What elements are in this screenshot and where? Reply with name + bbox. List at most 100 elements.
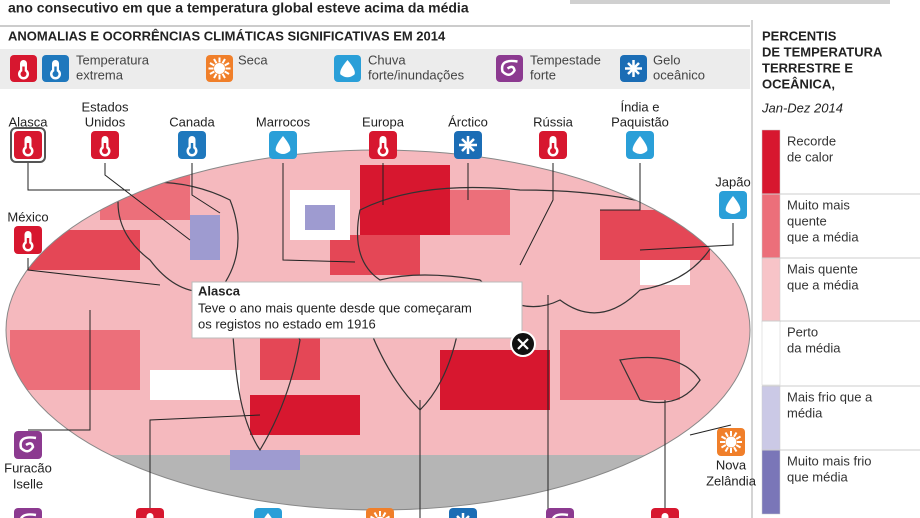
icon — [254, 508, 282, 518]
thermo-col — [381, 143, 385, 151]
icon — [42, 55, 69, 82]
ray — [382, 511, 387, 518]
legend-label: Temperatura — [76, 52, 150, 67]
icon — [10, 55, 37, 82]
swirl — [20, 513, 37, 518]
thermo-stem — [146, 513, 154, 518]
icon — [14, 226, 42, 254]
legend-label: extrema — [76, 67, 124, 82]
percentile-label: de calor — [787, 149, 834, 164]
location-label: Rússia — [533, 114, 574, 129]
icon — [206, 55, 233, 82]
icon — [369, 131, 397, 159]
percentile-title: TERRESTRE E — [762, 60, 853, 75]
percentile-label: que média — [787, 469, 848, 484]
ray — [221, 73, 226, 79]
ray — [213, 73, 218, 79]
icon — [14, 431, 42, 459]
location-label: Alasca — [8, 114, 48, 129]
thermo-col — [22, 66, 25, 75]
tooltip-line: os registos no estado em 1916 — [198, 316, 376, 331]
swirl — [500, 59, 518, 76]
ray — [724, 446, 729, 453]
location-label: Índia e — [620, 99, 659, 114]
percentile-label: da média — [787, 340, 841, 355]
thermo-col — [54, 66, 57, 75]
section-title: ANOMALIAS E OCORRÊNCIAS CLIMÁTICAS SIGNI… — [8, 28, 446, 43]
location-label: Marrocos — [256, 114, 311, 129]
swirl — [19, 436, 37, 453]
drop — [725, 196, 741, 214]
swatch — [761, 193, 781, 259]
icon — [91, 131, 119, 159]
icon — [269, 131, 297, 159]
swatch — [761, 385, 781, 451]
ray — [733, 431, 738, 438]
close-icon — [517, 338, 529, 350]
ray — [209, 70, 215, 75]
legend-label: Tempestade — [530, 52, 601, 67]
drop — [275, 136, 291, 154]
location-label: Zelândia — [706, 473, 757, 488]
icon — [719, 191, 747, 219]
thermo-col — [190, 143, 194, 151]
percentile-title: DE TEMPERATURA — [762, 44, 883, 59]
flake — [459, 136, 477, 154]
location-label: Iselle — [13, 476, 43, 491]
icon — [334, 55, 361, 82]
icon — [10, 127, 46, 163]
tooltip-box — [191, 281, 523, 339]
icon — [449, 508, 477, 518]
icon-bg — [14, 508, 42, 518]
legend-label: Seca — [238, 52, 268, 67]
percentile-label: que a média — [787, 229, 859, 244]
subtitle: ano consecutivo em que a temperatura glo… — [8, 0, 469, 16]
icon — [454, 131, 482, 159]
swatch — [761, 257, 781, 323]
icon — [366, 508, 394, 518]
swatch — [761, 449, 781, 515]
thermo-stem — [661, 513, 669, 518]
ray — [373, 511, 378, 518]
flake — [625, 60, 642, 77]
location-label: Japão — [715, 174, 750, 189]
icon — [651, 508, 679, 518]
icon — [620, 55, 647, 82]
tooltip-line: Teve o ano mais quente desde que começar… — [198, 300, 472, 315]
drop — [264, 513, 272, 518]
icon — [14, 508, 42, 518]
ray — [213, 58, 218, 64]
percentile-label: Muito mais — [787, 197, 850, 212]
thermo-col — [26, 143, 30, 151]
tooltip: Alasca Teve o ano mais quente desde que … — [191, 281, 536, 357]
ray — [720, 435, 727, 440]
legend-label: Gelo — [653, 52, 680, 67]
ray — [209, 62, 215, 67]
sun — [725, 436, 737, 448]
legend-label: Chuva — [368, 52, 406, 67]
legend-label: oceânico — [653, 67, 705, 82]
ray — [733, 446, 738, 453]
legend-label: forte/inundações — [368, 67, 465, 82]
icon — [546, 508, 574, 518]
icon — [136, 508, 164, 518]
percentile-label: média — [787, 405, 823, 420]
thermo-col — [551, 143, 555, 151]
ray — [224, 62, 230, 67]
location-label: Furacão — [4, 460, 52, 475]
location-label: Estados — [82, 99, 129, 114]
ray — [724, 431, 729, 438]
icon — [539, 131, 567, 159]
sun — [214, 63, 225, 74]
percentile-label: Mais quente — [787, 261, 858, 276]
tooltip-title: Alasca — [198, 283, 241, 298]
thermo-col — [103, 143, 107, 151]
thermo-col — [26, 238, 30, 246]
percentile-title: OCEÂNICA, — [762, 76, 835, 91]
location-label: Unidos — [85, 114, 126, 129]
location-label: Canada — [169, 114, 215, 129]
percentile-label: Mais frio que a — [787, 389, 873, 404]
drop — [340, 60, 355, 78]
